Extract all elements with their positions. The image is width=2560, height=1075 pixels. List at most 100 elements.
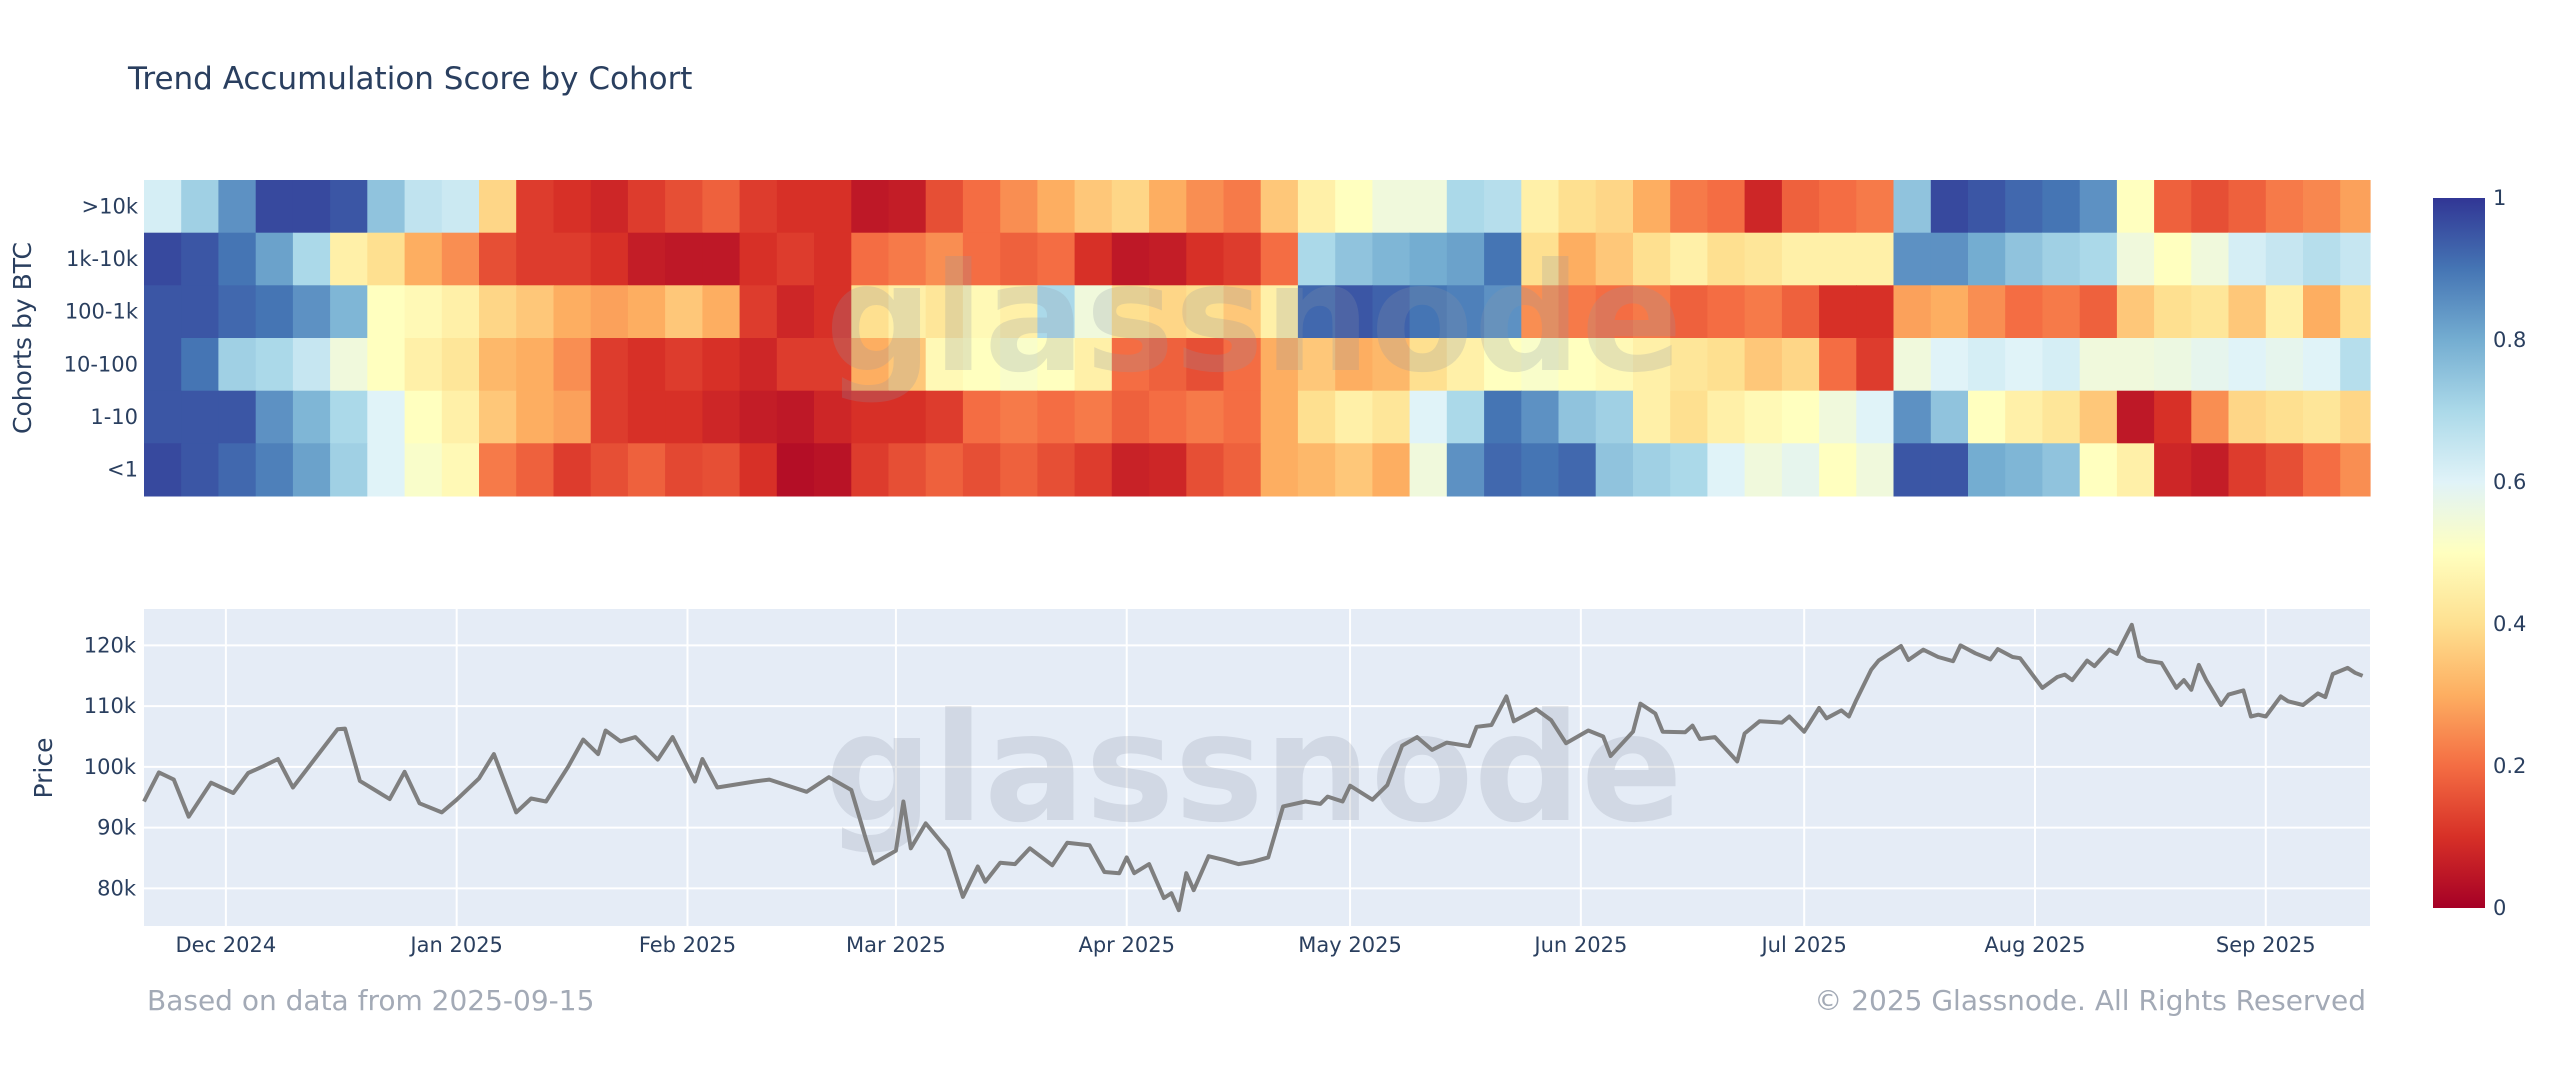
heatmap-cell (2229, 338, 2267, 391)
heatmap-cell (777, 233, 815, 286)
heatmap-cell (1707, 338, 1745, 391)
heatmap-cell (181, 233, 219, 286)
heatmap-cell (516, 180, 554, 233)
heatmap-cell (1707, 391, 1745, 444)
heatmap-cell (814, 443, 852, 496)
x-tick-label: Feb 2025 (639, 933, 736, 957)
x-tick-label: Apr 2025 (1078, 933, 1174, 957)
x-tick-label: Sep 2025 (2216, 933, 2316, 957)
colorbar-tick-label: 1 (2493, 186, 2506, 210)
heatmap-cell (405, 338, 443, 391)
heatmap-cell (1894, 180, 1932, 233)
heatmap-cell (554, 391, 592, 444)
heatmap-cell (889, 443, 927, 496)
heatmap-cell (1484, 180, 1522, 233)
heatmap-cell (1372, 443, 1410, 496)
heatmap-cell (702, 443, 740, 496)
heatmap-cell (1819, 285, 1857, 338)
heatmap-cell (740, 285, 778, 338)
heatmap-cell (1782, 338, 1820, 391)
colorbar: 00.20.40.60.81 (2433, 186, 2526, 920)
price-y-axis-title: Price (29, 738, 58, 799)
heatmap-cell (2340, 285, 2370, 338)
heatmap-cell (2042, 233, 2080, 286)
heatmap-cell (2154, 233, 2192, 286)
heatmap-cell (442, 391, 480, 444)
heatmap-cell (330, 391, 368, 444)
heatmap-cell (665, 443, 703, 496)
heatmap-cell (1112, 180, 1150, 233)
heatmap-cell (1856, 391, 1894, 444)
heatmap-cell (1782, 443, 1820, 496)
heatmap-cell (777, 391, 815, 444)
heatmap-cell (144, 338, 182, 391)
heatmap-cell (926, 443, 964, 496)
heatmap-cell (2080, 443, 2118, 496)
heatmap-cell (665, 180, 703, 233)
heatmap-cell (2005, 180, 2043, 233)
heatmap-cell (1707, 233, 1745, 286)
heatmap-cell (2042, 338, 2080, 391)
heatmap-cell (256, 180, 294, 233)
heatmap-cell (665, 391, 703, 444)
heatmap-cell (2266, 285, 2304, 338)
heatmap-cell (330, 285, 368, 338)
heatmap-cell (1037, 180, 1075, 233)
heatmap-cell (2191, 443, 2229, 496)
heatmap-cell (1782, 285, 1820, 338)
heatmap-cell (293, 180, 331, 233)
heatmap-cell (1447, 443, 1485, 496)
heatmap-cell (2117, 233, 2155, 286)
heatmap-cell (1447, 180, 1485, 233)
heatmap-cell (2117, 180, 2155, 233)
heatmap-cell (2229, 180, 2267, 233)
price-y-tick-label: 90k (97, 816, 137, 840)
heatmap-cell (591, 391, 629, 444)
heatmap-cell (256, 233, 294, 286)
heatmap-cell (293, 233, 331, 286)
x-tick-label: Mar 2025 (846, 933, 946, 957)
heatmap-row-label: 100-1k (65, 300, 139, 324)
heatmap-cell (1745, 338, 1783, 391)
heatmap-cell (2303, 338, 2341, 391)
heatmap-cell (740, 338, 778, 391)
heatmap-cell (1298, 443, 1336, 496)
heatmap-cell (1745, 233, 1783, 286)
watermark-top: glassnode (825, 232, 1683, 406)
heatmap-cell (1075, 180, 1113, 233)
heatmap-cell (181, 285, 219, 338)
heatmap-cell (181, 338, 219, 391)
heatmap-cell (2340, 180, 2370, 233)
heatmap-cell (1224, 180, 1262, 233)
heatmap-cell (814, 180, 852, 233)
heatmap-cell (1186, 443, 1224, 496)
heatmap-cell (1856, 443, 1894, 496)
colorbar-gradient (2433, 198, 2485, 908)
heatmap-cell (1968, 338, 2006, 391)
heatmap-cell (1856, 180, 1894, 233)
heatmap-cell (367, 285, 405, 338)
heatmap-cell (2340, 391, 2370, 444)
heatmap-cell (2266, 180, 2304, 233)
heatmap-cell (2303, 180, 2341, 233)
heatmap-cell (367, 233, 405, 286)
heatmap-cell (740, 443, 778, 496)
heatmap-cell (1112, 443, 1150, 496)
heatmap-cell (2303, 391, 2341, 444)
heatmap-cell (2191, 180, 2229, 233)
heatmap-cell (1968, 285, 2006, 338)
heatmap-cell (516, 285, 554, 338)
heatmap-cell (1707, 285, 1745, 338)
heatmap-cell (144, 285, 182, 338)
x-tick-label: Jun 2025 (1532, 933, 1627, 957)
heatmap-cell (2005, 338, 2043, 391)
heatmap-cell (367, 338, 405, 391)
heatmap-cell (2229, 443, 2267, 496)
heatmap-cell (256, 443, 294, 496)
heatmap-cell (2191, 233, 2229, 286)
heatmap-cell (702, 285, 740, 338)
heatmap-cell (1782, 180, 1820, 233)
heatmap-cell (1931, 285, 1969, 338)
x-tick-label: Jul 2025 (1759, 933, 1846, 957)
heatmap-cell (628, 233, 666, 286)
